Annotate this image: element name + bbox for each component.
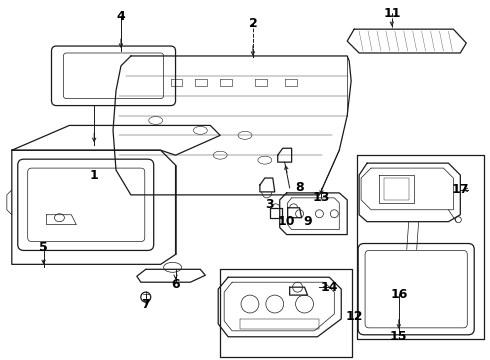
- Text: 7: 7: [142, 297, 150, 311]
- Text: 3: 3: [266, 198, 274, 211]
- Text: 8: 8: [295, 181, 304, 194]
- Text: 15: 15: [390, 330, 408, 343]
- Text: 6: 6: [171, 278, 180, 291]
- Text: 13: 13: [313, 192, 330, 204]
- Text: 16: 16: [390, 288, 408, 301]
- Text: 11: 11: [383, 7, 401, 20]
- Text: 1: 1: [90, 168, 98, 181]
- Text: 4: 4: [117, 10, 125, 23]
- Text: 12: 12: [345, 310, 363, 323]
- Text: 2: 2: [248, 17, 257, 30]
- Text: 5: 5: [39, 241, 48, 254]
- Text: 9: 9: [303, 215, 312, 228]
- Text: 10: 10: [278, 215, 295, 228]
- Text: 14: 14: [320, 281, 338, 294]
- Text: 17: 17: [452, 184, 469, 197]
